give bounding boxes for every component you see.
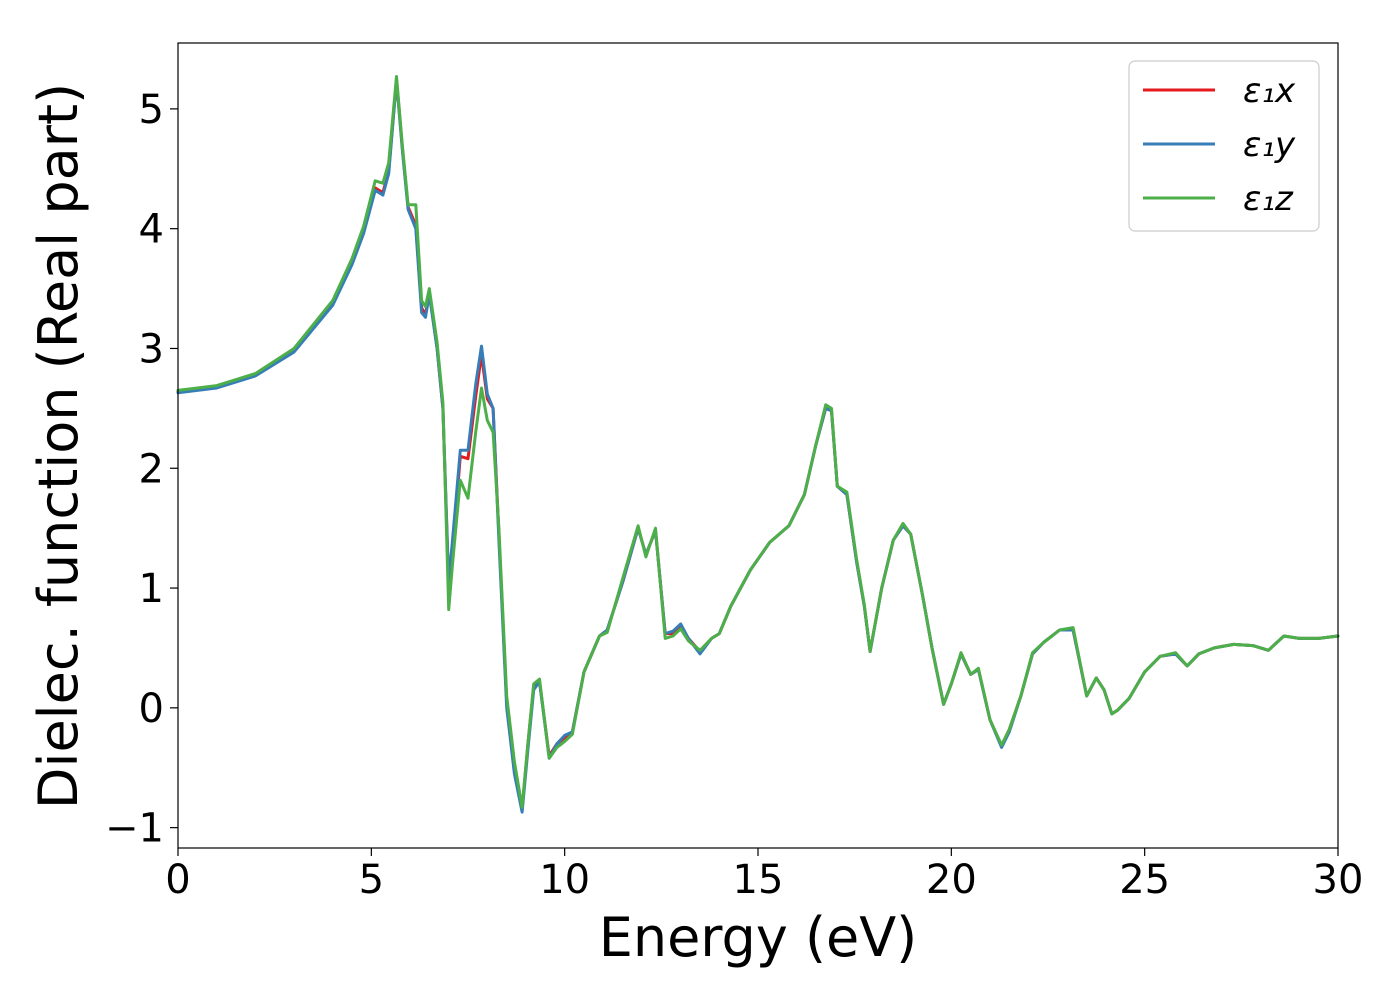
- legend-label: ε₁y: [1243, 125, 1296, 165]
- x-axis-title: Energy (eV): [599, 906, 918, 969]
- y-tick-label: 2: [139, 446, 164, 492]
- x-tick-label: 30: [1313, 857, 1364, 903]
- y-tick-label: 5: [139, 87, 164, 133]
- y-axis-title: Dielec. function (Real part): [27, 83, 90, 809]
- y-tick-label: −1: [105, 806, 164, 852]
- x-tick-label: 25: [1119, 857, 1170, 903]
- series-line-3: [176, 75, 1340, 809]
- legend: ε₁x ε₁y ε₁z: [1128, 60, 1320, 232]
- x-tick-label: 20: [926, 857, 977, 903]
- x-tick-label: 0: [165, 857, 190, 903]
- x-tick-label: 5: [359, 857, 384, 903]
- x-tick-label: 15: [733, 857, 784, 903]
- y-tick-label: 0: [139, 686, 164, 732]
- legend-label: ε₁x: [1243, 71, 1296, 111]
- x-axis: 0 5 10 15 20 25 30: [165, 848, 1363, 903]
- series-layer: [176, 75, 1340, 814]
- y-tick-label: 4: [139, 207, 164, 253]
- x-tick-label: 10: [539, 857, 590, 903]
- legend-label: ε₁z: [1243, 179, 1294, 219]
- y-tick-label: 1: [139, 566, 164, 612]
- y-tick-label: 3: [139, 326, 164, 372]
- legend-box: [1128, 60, 1320, 232]
- y-axis: −1 0 1 2 3 4 5: [105, 87, 178, 852]
